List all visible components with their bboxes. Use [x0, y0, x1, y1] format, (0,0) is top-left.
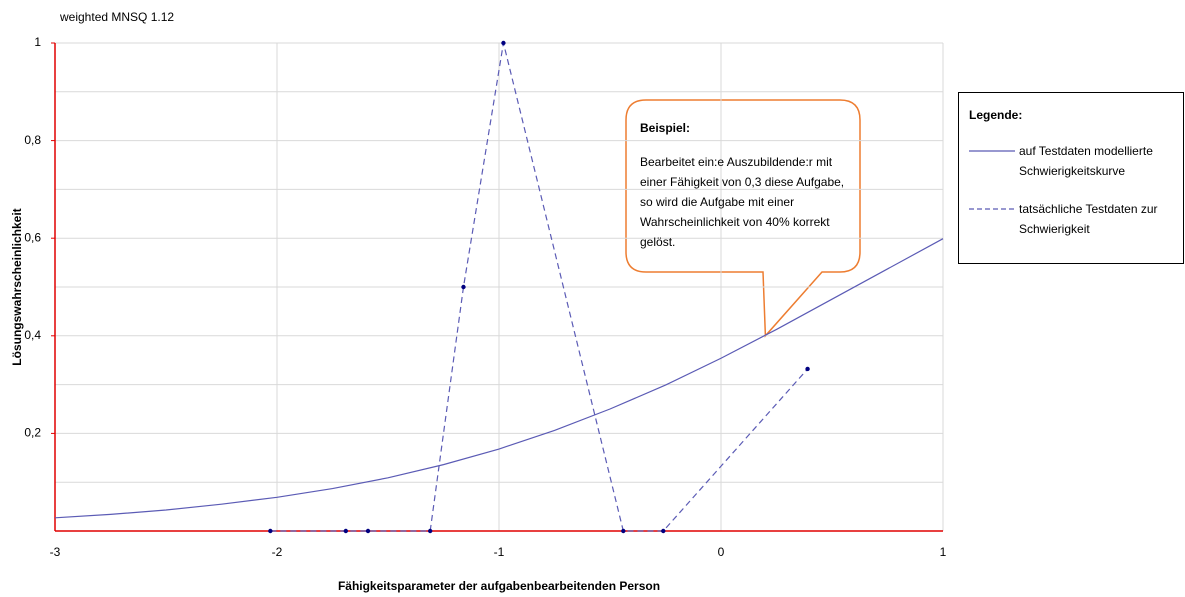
legend-title: Legende: [969, 108, 1023, 122]
annotation-box [625, 99, 861, 338]
series-line [54, 238, 944, 519]
y-tick-label: 0,6 [24, 230, 41, 244]
annotation-title: Beispiel: [640, 121, 691, 135]
y-tick-label: 0,8 [24, 133, 41, 147]
x-tick-label: -2 [272, 545, 283, 559]
y-tick-label: 0,4 [24, 328, 41, 342]
data-point [427, 528, 433, 534]
annotation: Beispiel: Bearbeitet ein:e Auszubildende… [640, 118, 845, 252]
x-tick-label: 0 [718, 545, 725, 559]
data-point [461, 284, 466, 290]
data-point [365, 528, 371, 534]
legend: Legende: auf Testdaten modellierte Schwi… [958, 92, 1184, 264]
data-point [621, 528, 626, 534]
legend-entry: auf Testdaten modellierte Schwierigkeits… [1019, 144, 1153, 178]
y-axis-label: Lösungswahrscheinlichkeit [10, 208, 24, 365]
annotation-text: Bearbeitet ein:e Auszubildende:r mit ein… [640, 155, 845, 249]
data-point [661, 528, 666, 534]
x-tick-label: 1 [940, 545, 947, 559]
y-tick-label: 1 [34, 35, 41, 49]
legend-entry: tatsächliche Testdaten zur Schwierigkeit [1019, 202, 1158, 236]
x-axis-label: Fähigkeitsparameter der aufgabenbearbeit… [338, 579, 660, 593]
series-line [270, 42, 809, 532]
x-tick-label: -1 [494, 545, 505, 559]
data-point [268, 528, 273, 534]
x-tick-label: -3 [50, 545, 61, 559]
data-point [501, 40, 506, 46]
data-point [805, 366, 810, 372]
legend-swatch [969, 150, 1015, 152]
legend-swatch [969, 208, 1015, 210]
chart-subtitle: weighted MNSQ 1.12 [59, 10, 174, 24]
y-tick-label: 0,2 [24, 426, 41, 440]
data-point [343, 528, 349, 534]
